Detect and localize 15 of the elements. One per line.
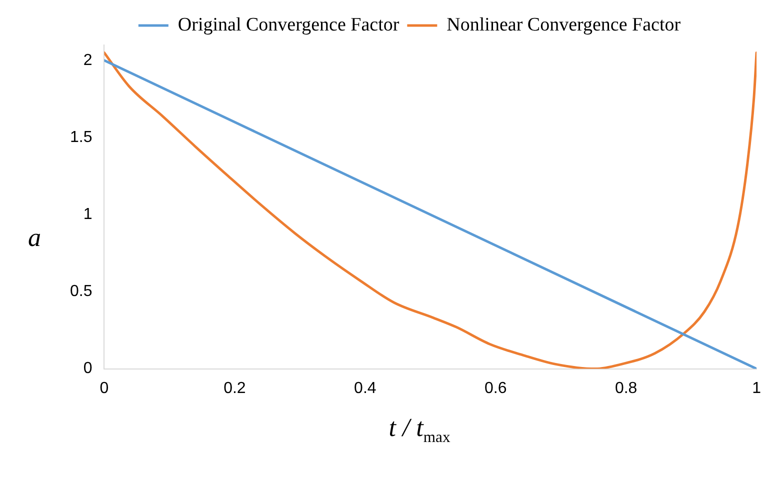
x-tick-label: 0.8 [614, 380, 638, 397]
y-tick-label: 0.5 [70, 283, 92, 300]
x-tick-label: 0.6 [484, 380, 507, 397]
y-axis-title: a [28, 223, 41, 253]
y-tick-label: 1 [83, 206, 92, 224]
x-tick-label: 0 [100, 380, 109, 397]
y-tick-label: 1.5 [70, 128, 92, 146]
x-tick-label: 0.2 [224, 380, 246, 397]
y-tick-label: 0 [83, 360, 92, 378]
y-tick-label: 2 [83, 52, 92, 69]
legend-label: Nonlinear Convergence Factor [446, 14, 682, 36]
legend-label: Original Convergence Factor [178, 14, 400, 36]
x-tick-label: 1 [752, 380, 762, 397]
x-tick-label: 0.4 [354, 380, 376, 397]
x-axis-title: t / t$_{max}$ [388, 413, 452, 448]
